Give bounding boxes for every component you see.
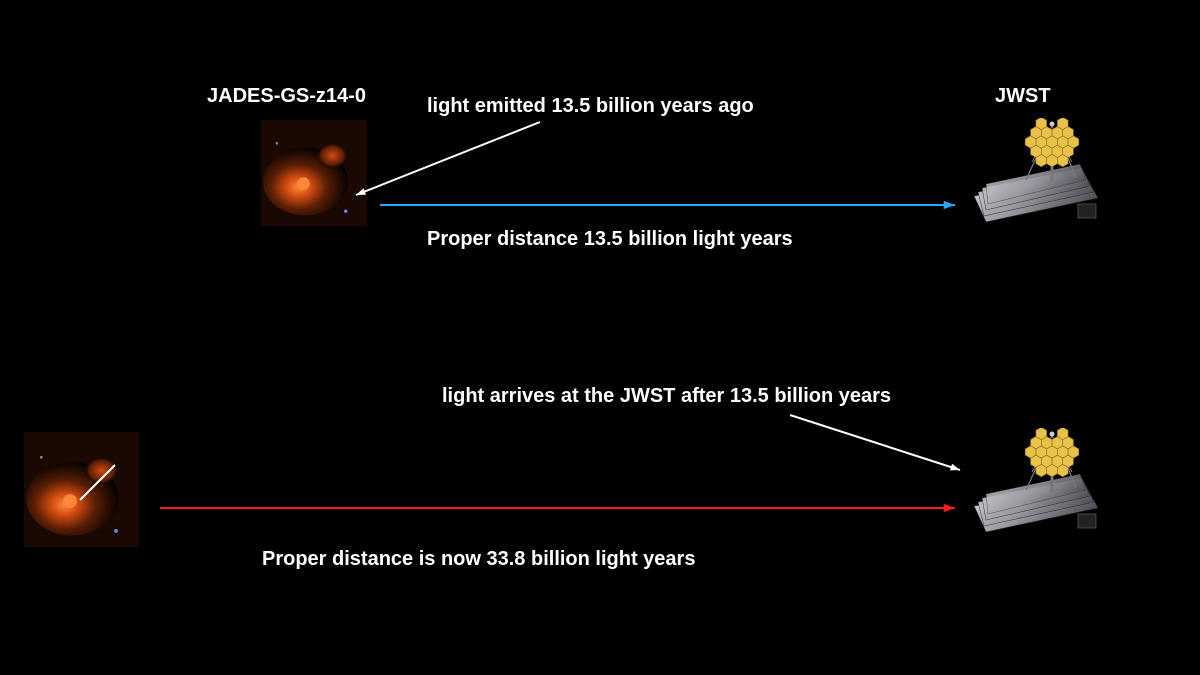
galaxy-image-bottom: [19, 432, 144, 547]
light-arrives-label: light arrives at the JWST after 13.5 bil…: [442, 385, 891, 408]
jwst-illustration-bottom: [966, 428, 1106, 538]
proper-distance-bottom-label: Proper distance is now 33.8 billion ligh…: [262, 548, 695, 571]
jwst-illustration-top: [966, 118, 1106, 228]
galaxy-name-label: JADES-GS-z14-0: [207, 85, 366, 108]
galaxy-image-top: [261, 108, 367, 238]
proper-distance-top-label: Proper distance 13.5 billion light years: [427, 228, 793, 251]
jwst-name-label: JWST: [995, 85, 1051, 108]
light-emitted-label: light emitted 13.5 billion years ago: [427, 95, 754, 118]
